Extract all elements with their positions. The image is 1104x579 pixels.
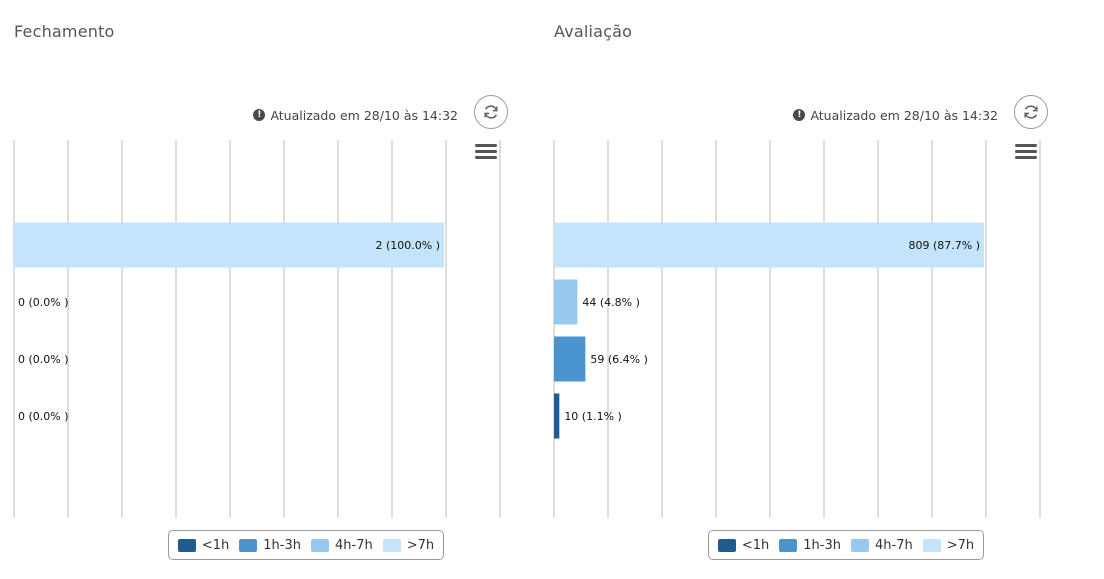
legend-item-4h-7h[interactable]: 4h-7h — [851, 538, 913, 553]
legend-item-lt1h[interactable]: <1h — [177, 537, 230, 553]
legend-swatch — [177, 538, 196, 552]
legend-item-gt7h[interactable]: >7h — [922, 537, 975, 553]
chart-panel-avaliacao: Avaliação ! Atualizado em 28/10 às 14:32… — [540, 0, 1080, 579]
refresh-button[interactable] — [474, 95, 508, 129]
legend-item-4h-7h[interactable]: 4h-7h — [311, 538, 373, 553]
legend-label: <1h — [741, 537, 770, 553]
data-label: 0 (0.0% ) — [18, 410, 69, 423]
legend-swatch — [851, 538, 869, 552]
bar-chart-fechamento: 2 (100.0% ) 0 (0.0% ) 0 (0.0% ) 0 (0.0% ) — [13, 140, 501, 518]
legend-swatch — [779, 538, 798, 552]
info-icon: ! — [253, 109, 266, 121]
bar-gt7h[interactable] — [554, 222, 984, 268]
legend-label: 4h-7h — [875, 537, 913, 553]
data-label: 0 (0.0% ) — [18, 353, 69, 366]
bar-lt1h[interactable] — [554, 393, 560, 439]
bar-4h-7h[interactable] — [554, 279, 578, 325]
data-label: 10 (1.1% ) — [564, 410, 622, 423]
legend-swatch — [382, 538, 401, 552]
legend-label: 4h-7h — [335, 537, 373, 553]
chart-legend: <1h 1h-3h 4h-7h >7h — [168, 530, 444, 560]
chart-panel-fechamento: Fechamento ! Atualizado em 28/10 às 14:3… — [0, 0, 540, 579]
legend-swatch — [311, 538, 329, 552]
chart-title: Fechamento — [14, 22, 115, 41]
hamburger-menu-icon[interactable] — [475, 144, 497, 162]
legend-item-1h-3h[interactable]: 1h-3h — [239, 538, 301, 553]
legend-item-gt7h[interactable]: >7h — [382, 537, 435, 553]
legend-swatch — [717, 538, 736, 552]
hamburger-menu-icon[interactable] — [1015, 144, 1037, 162]
bar-1h-3h[interactable] — [554, 336, 586, 382]
legend-item-1h-3h[interactable]: 1h-3h — [779, 538, 841, 553]
legend-label: >7h — [406, 537, 435, 553]
chart-title: Avaliação — [554, 22, 633, 41]
updated-status: ! Atualizado em 28/10 às 14:32 — [793, 106, 998, 124]
data-label: 2 (100.0% ) — [375, 239, 440, 252]
data-label: 44 (4.8% ) — [582, 296, 640, 309]
legend-swatch — [239, 538, 258, 552]
updated-text: Atualizado em 28/10 às 14:32 — [810, 107, 998, 123]
refresh-icon — [1024, 105, 1038, 119]
bar-gt7h[interactable] — [14, 222, 444, 268]
updated-status: ! Atualizado em 28/10 às 14:32 — [253, 106, 458, 124]
chart-legend: <1h 1h-3h 4h-7h >7h — [708, 530, 984, 560]
legend-swatch — [922, 538, 941, 552]
refresh-button[interactable] — [1014, 95, 1048, 129]
legend-label: <1h — [201, 537, 230, 553]
refresh-icon — [484, 105, 498, 119]
data-label: 0 (0.0% ) — [18, 296, 69, 309]
data-label: 59 (6.4% ) — [590, 353, 648, 366]
updated-text: Atualizado em 28/10 às 14:32 — [270, 107, 458, 123]
bar-chart-avaliacao: 809 (87.7% ) 44 (4.8% ) 59 (6.4% ) 10 (1.1%… — [553, 140, 1041, 518]
legend-label: 1h-3h — [803, 537, 841, 553]
legend-label: >7h — [946, 537, 975, 553]
data-label: 809 (87.7% ) — [908, 239, 980, 252]
legend-label: 1h-3h — [263, 537, 301, 553]
info-icon: ! — [793, 109, 806, 121]
legend-item-lt1h[interactable]: <1h — [717, 537, 770, 553]
